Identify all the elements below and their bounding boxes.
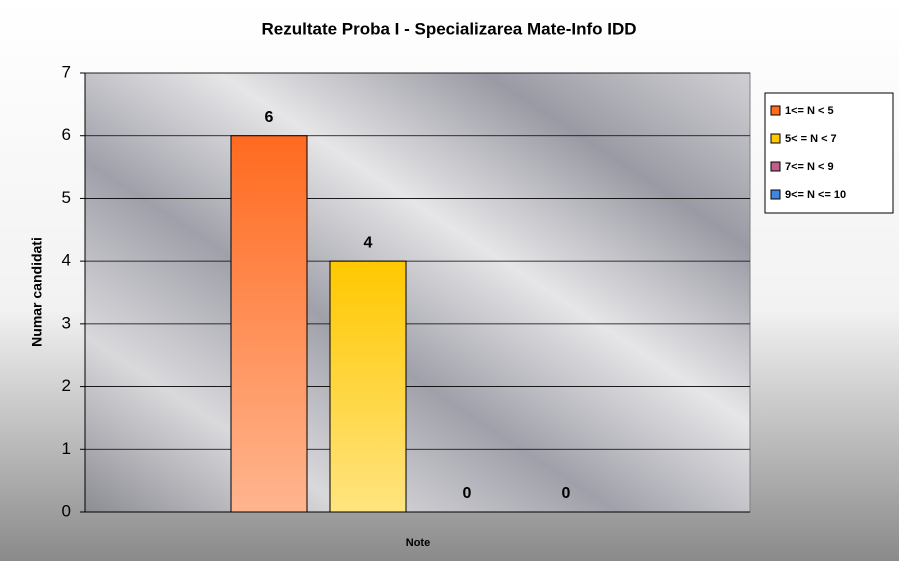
legend-swatch	[770, 161, 781, 172]
chart-title: Rezultate Proba I - Specializarea Mate-I…	[261, 19, 636, 38]
legend-swatch	[770, 189, 781, 200]
data-label: 0	[562, 485, 571, 502]
bar	[329, 260, 407, 513]
legend-swatch	[770, 133, 781, 144]
data-label: 0	[463, 485, 472, 502]
bar	[230, 135, 308, 513]
legend-label: 7<= N < 9	[785, 161, 834, 173]
y-tick-label: 2	[62, 376, 71, 395]
y-axis-title: Numar candidati	[29, 237, 45, 347]
y-tick-label: 4	[62, 251, 71, 270]
y-tick-label: 3	[62, 313, 71, 332]
data-label: 6	[265, 109, 274, 126]
x-axis-title: Note	[406, 537, 430, 549]
y-tick-label: 5	[62, 188, 71, 207]
data-label: 4	[364, 234, 373, 251]
legend-label: 1<= N < 5	[785, 105, 834, 117]
legend	[764, 92, 894, 214]
y-tick-label: 1	[62, 439, 71, 458]
y-tick-label: 6	[62, 125, 71, 144]
plot-area	[84, 72, 751, 513]
legend-label: 5< = N < 7	[785, 133, 837, 145]
y-tick-label: 7	[62, 62, 71, 81]
legend-swatch	[770, 105, 781, 116]
y-tick-label: 0	[62, 501, 71, 520]
legend-label: 9<= N <= 10	[785, 189, 846, 201]
